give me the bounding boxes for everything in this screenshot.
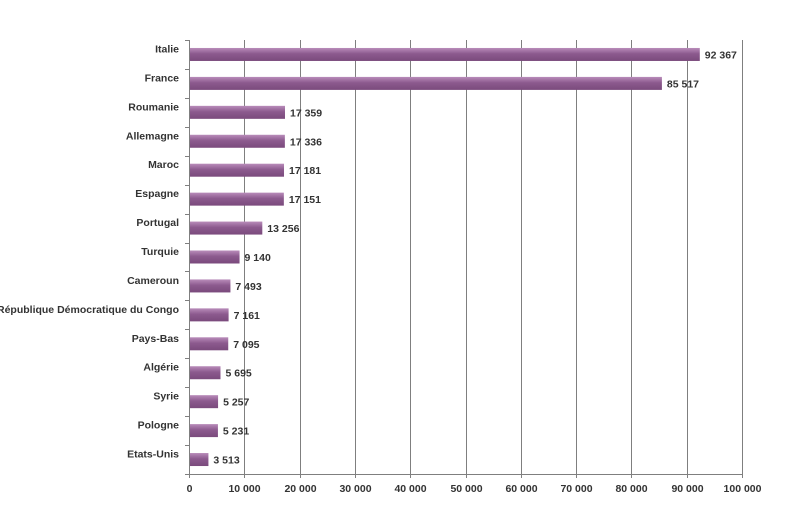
- category-label: La République Démocratique du Congo: [0, 304, 179, 316]
- x-tick-label: 60 000: [505, 483, 537, 495]
- labels: Italie 92 367 France 85 517 Roumanie 17 359 Al…: [0, 43, 737, 466]
- x-tick-label: 20 000: [284, 483, 316, 495]
- gridlines: [244, 40, 743, 474]
- axes: 0 10 000 20 000 30 000 40 000 50 000 60 000 70 …: [185, 40, 762, 495]
- category-label: Allemagne: [126, 130, 179, 142]
- x-tick-label: 10 000: [228, 483, 260, 495]
- bar: [190, 279, 231, 293]
- category-label: France: [145, 72, 180, 84]
- bar: [190, 250, 240, 264]
- category-label: Portugal: [136, 217, 179, 229]
- bar: [190, 105, 285, 119]
- x-tick-label: 50 000: [450, 483, 482, 495]
- x-tick-label: 80 000: [615, 483, 647, 495]
- data-label: 17 151: [289, 194, 321, 206]
- bar: [190, 308, 229, 322]
- category-label: Etats-Unis: [127, 449, 179, 461]
- x-tick-label: 0: [187, 483, 193, 495]
- bar: [190, 192, 284, 206]
- bar: [190, 134, 285, 148]
- data-label: 9 140: [245, 252, 271, 264]
- data-label: 17 181: [289, 165, 321, 177]
- category-label: Maroc: [148, 159, 179, 171]
- category-label: Pologne: [138, 420, 180, 432]
- category-label: Turquie: [141, 246, 179, 258]
- data-label: 13 256: [267, 223, 299, 235]
- bar: [190, 76, 662, 90]
- category-label: Italie: [155, 43, 179, 55]
- data-label: 3 513: [213, 455, 239, 467]
- data-label: 5 231: [223, 426, 249, 438]
- bar: [190, 453, 209, 467]
- bar: [190, 395, 219, 409]
- bar: [190, 337, 229, 351]
- data-label: 7 095: [233, 339, 259, 351]
- category-label: Cameroun: [127, 275, 179, 287]
- data-label: 5 257: [223, 397, 249, 409]
- x-tick-label: 100 000: [724, 483, 762, 495]
- bar: [190, 424, 218, 438]
- x-tick-label: 30 000: [339, 483, 371, 495]
- bar: [190, 163, 285, 177]
- data-label: 17 336: [290, 136, 322, 148]
- bar: [190, 366, 221, 380]
- data-label: 85 517: [667, 78, 699, 90]
- category-label: Syrie: [153, 391, 179, 403]
- bars: [190, 47, 700, 467]
- data-label: 17 359: [290, 107, 322, 119]
- x-tick-label: 90 000: [671, 483, 703, 495]
- data-label: 92 367: [705, 49, 737, 61]
- x-tick-label: 70 000: [560, 483, 592, 495]
- category-label: Roumanie: [128, 101, 179, 113]
- data-label: 7 493: [235, 281, 261, 293]
- data-label: 7 161: [234, 310, 260, 322]
- data-label: 5 695: [225, 368, 251, 380]
- category-label: Espagne: [135, 188, 179, 200]
- category-label: Pays-Bas: [132, 333, 179, 345]
- category-label: Algérie: [143, 362, 179, 374]
- bar: [190, 47, 700, 61]
- x-tick-label: 40 000: [394, 483, 426, 495]
- bar: [190, 221, 263, 235]
